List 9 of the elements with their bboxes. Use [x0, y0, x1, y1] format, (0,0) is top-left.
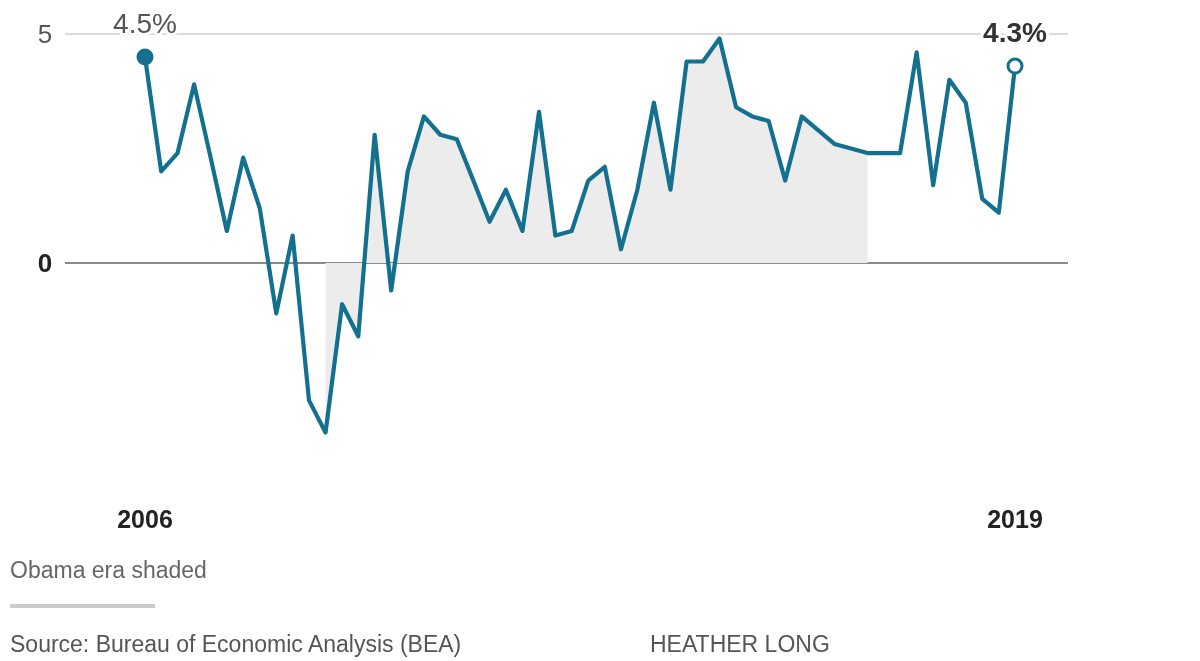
text: HEATHER LONG	[650, 631, 830, 657]
y-tick-label: 0	[37, 248, 53, 279]
x-tick-label: 2019	[987, 505, 1043, 533]
data-label: 4.3%	[983, 17, 1048, 49]
text: Obama era shaded	[10, 557, 207, 583]
y-tick-label: 5	[37, 19, 53, 50]
source-note: Source: Bureau of Economic Analysis (BEA)	[10, 631, 462, 657]
x-tick-label: 2006	[117, 505, 173, 533]
data-label: 4.5%	[113, 7, 177, 39]
